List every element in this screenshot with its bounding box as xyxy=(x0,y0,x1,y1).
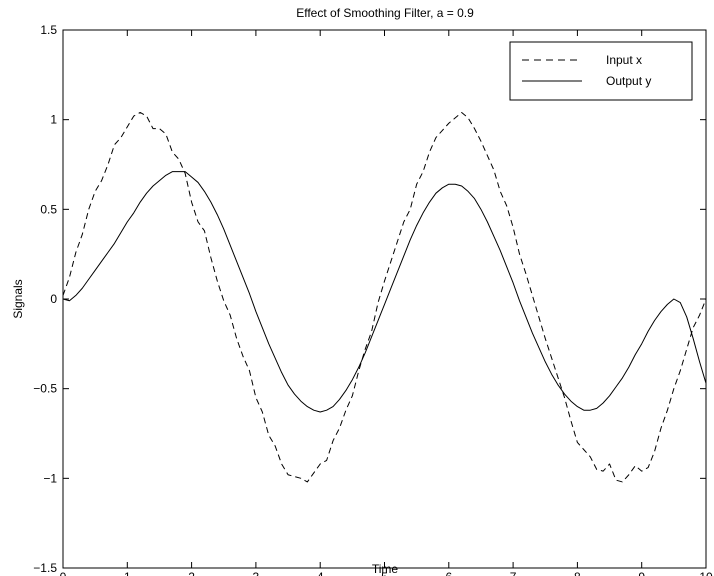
axis-tick-labels: 0 1 2 3 4 5 6 7 8 9 10 −1.5 −1 −0.5 0 0.5 1 1.5 xyxy=(33,23,713,576)
series-line-output-y xyxy=(62,171,707,413)
x-tick-label: 1 xyxy=(124,570,131,576)
y-tick-label: −1 xyxy=(43,471,57,485)
x-tick-label: 6 xyxy=(445,570,452,576)
x-tick-label: 4 xyxy=(317,570,324,576)
series-layer xyxy=(62,111,707,483)
chart-title: Effect of Smoothing Filter, a = 0.9 xyxy=(296,6,474,20)
x-tick-label: 8 xyxy=(574,570,581,576)
x-tick-label: 10 xyxy=(699,570,713,576)
y-tick-label: −1.5 xyxy=(33,561,57,575)
y-tick-label: 0.5 xyxy=(40,202,57,216)
x-tick-label: 7 xyxy=(510,570,517,576)
legend-label-output-y: Output y xyxy=(606,74,651,88)
y-tick-label: 1.5 xyxy=(40,23,57,37)
x-axis-label: Time xyxy=(372,562,399,576)
plot-area: 0 1 2 3 4 5 6 7 8 9 10 −1.5 −1 −0.5 0 0.5 1 1.5 xyxy=(33,23,713,576)
x-tick-label: 3 xyxy=(253,570,260,576)
series-line-input-x xyxy=(62,111,707,483)
legend-label-input-x: Input x xyxy=(606,53,642,67)
legend-box xyxy=(509,41,693,101)
y-tick-label: 1 xyxy=(50,113,57,127)
legend: Input x Output y xyxy=(509,41,693,101)
x-tick-label: 0 xyxy=(60,570,67,576)
x-tick-label: 2 xyxy=(188,570,195,576)
x-tick-label: 5 xyxy=(381,570,388,576)
y-axis-label: Signals xyxy=(11,279,25,318)
y-tick-label: 0 xyxy=(50,292,57,306)
x-tick-label: 9 xyxy=(638,570,645,576)
axis-ticks xyxy=(62,29,707,569)
y-tick-label: −0.5 xyxy=(33,382,57,396)
